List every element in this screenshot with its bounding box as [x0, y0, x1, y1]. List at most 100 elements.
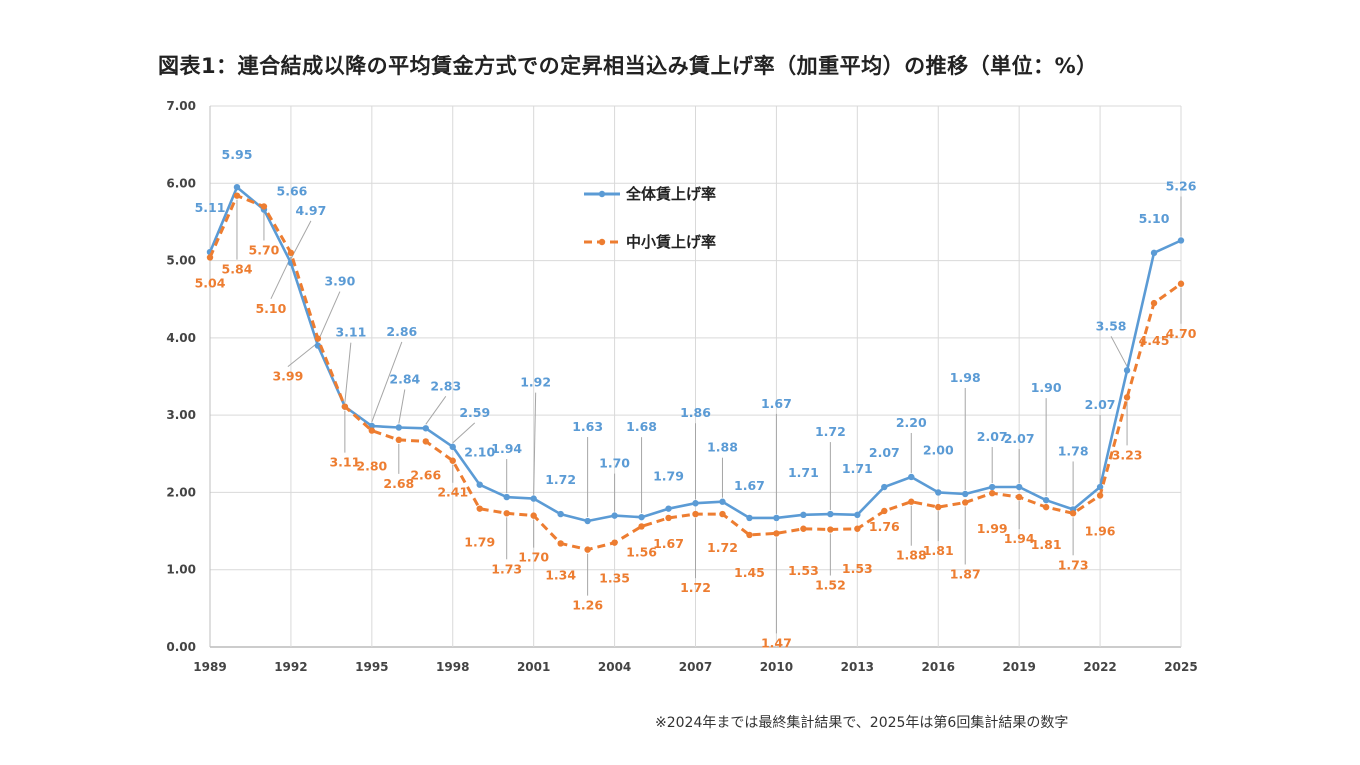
- legend-marker: [598, 238, 606, 246]
- point-sme: [1177, 280, 1185, 287]
- point-sme: [611, 539, 618, 546]
- leader-line: [371, 341, 403, 423]
- data-label-overall: 3.58: [1096, 318, 1127, 333]
- point-sme: [1123, 394, 1131, 401]
- y-tick-label: 2.00: [166, 485, 196, 499]
- data-label-sme: 1.88: [896, 548, 927, 563]
- data-label-sme: 1.94: [1004, 531, 1035, 546]
- point-overall: [557, 510, 564, 518]
- data-label-overall: 1.68: [626, 419, 657, 434]
- point-sme: [908, 498, 915, 505]
- data-label-sme: 1.52: [815, 578, 846, 593]
- x-tick-label: 2007: [679, 660, 712, 674]
- point-sme: [449, 457, 456, 464]
- data-label-overall: 1.72: [545, 472, 576, 487]
- point-sme: [341, 403, 349, 410]
- data-label-overall: 2.83: [430, 378, 461, 393]
- point-overall: [719, 498, 726, 505]
- point-overall: [314, 342, 322, 349]
- legend-label: 全体賃上げ率: [625, 185, 716, 203]
- data-label-sme: 3.23: [1112, 447, 1143, 462]
- point-sme: [827, 526, 834, 533]
- data-label-sme: 1.56: [626, 544, 657, 559]
- data-label-sme: 2.41: [437, 485, 468, 500]
- x-tick-label: 2022: [1083, 660, 1116, 674]
- point-sme: [854, 525, 861, 532]
- point-sme: [800, 525, 807, 532]
- point-overall: [1123, 367, 1131, 374]
- point-overall: [988, 483, 996, 491]
- data-label-sme: 1.73: [491, 561, 522, 576]
- point-sme: [773, 530, 780, 537]
- data-label-overall: 1.71: [842, 461, 873, 476]
- point-sme: [665, 514, 672, 522]
- y-tick-label: 3.00: [166, 408, 196, 422]
- point-sme: [503, 510, 510, 517]
- point-sme: [476, 505, 483, 512]
- point-sme: [287, 249, 295, 257]
- data-label-sme: 1.47: [761, 635, 792, 650]
- data-label-overall: 1.88: [707, 440, 738, 455]
- y-tick-label: 4.00: [166, 331, 196, 345]
- axis-layer: 0.00 1.00 2.00 3.00 4.00 5.00 6.00 7.00 1989 1992…: [166, 99, 1197, 674]
- point-sme: [557, 540, 564, 547]
- data-label-overall: 2.00: [923, 442, 954, 457]
- point-sme: [368, 427, 376, 434]
- point-sme: [988, 490, 996, 497]
- data-label-overall: 1.92: [520, 375, 551, 390]
- point-sme: [746, 531, 753, 539]
- data-label-overall: 1.86: [680, 405, 711, 420]
- data-label-overall: 1.78: [1058, 443, 1089, 458]
- point-sme: [395, 436, 403, 444]
- data-label-sme: 2.68: [383, 476, 414, 491]
- y-tick-label: 6.00: [166, 176, 196, 190]
- point-overall: [800, 511, 807, 519]
- point-overall: [530, 495, 537, 502]
- data-label-sme: 1.67: [653, 536, 684, 551]
- data-label-overall: 4.97: [295, 203, 326, 218]
- data-label-overall: 2.07: [977, 429, 1008, 444]
- data-label-sme: 1.99: [977, 521, 1008, 536]
- point-overall: [1096, 483, 1104, 491]
- data-label-sme: 3.99: [272, 369, 303, 384]
- point-overall: [476, 481, 483, 488]
- data-label-overall: 2.86: [386, 324, 417, 339]
- chart-title: 図表1：連合結成以降の平均賃金方式での定昇相当込み賃上げ率（加重平均）の推移（単…: [158, 54, 1098, 78]
- data-label-overall: 5.95: [222, 147, 253, 162]
- data-label-overall: 1.71: [788, 465, 819, 480]
- data-label-sme: 1.81: [1031, 537, 1062, 552]
- y-tick-label: 5.00: [166, 254, 196, 268]
- data-label-overall: 1.63: [572, 419, 603, 434]
- point-overall: [665, 505, 672, 512]
- data-label-sme: 2.80: [356, 459, 387, 474]
- point-sme: [1069, 510, 1077, 517]
- data-label-overall: 5.66: [277, 184, 308, 199]
- data-label-overall: 5.10: [1139, 211, 1170, 226]
- point-overall: [746, 514, 753, 522]
- point-overall: [611, 512, 618, 519]
- point-sme: [584, 546, 591, 553]
- point-sme: [1042, 503, 1050, 511]
- y-tick-label: 1.00: [166, 563, 196, 577]
- data-label-overall: 2.59: [459, 405, 490, 420]
- data-label-sme: 5.04: [195, 275, 226, 290]
- point-sme: [422, 438, 429, 445]
- point-sme: [233, 192, 241, 199]
- x-tick-label: 2001: [517, 660, 550, 674]
- point-overall: [773, 514, 780, 522]
- x-tick-label: 2004: [598, 660, 631, 674]
- point-overall: [449, 443, 456, 451]
- series-layer: [206, 183, 1185, 553]
- leader-line: [398, 389, 406, 424]
- point-sme: [692, 510, 699, 518]
- data-label-sme: 1.81: [923, 543, 954, 558]
- point-sme: [530, 512, 537, 519]
- y-tick-label: 7.00: [166, 99, 196, 113]
- point-overall: [503, 493, 510, 501]
- data-label-overall: 1.79: [653, 469, 684, 484]
- point-sme: [962, 499, 969, 506]
- data-label-sme: 1.79: [464, 535, 495, 550]
- data-label-sme: 5.70: [249, 242, 280, 257]
- x-tick-label: 1989: [193, 660, 226, 674]
